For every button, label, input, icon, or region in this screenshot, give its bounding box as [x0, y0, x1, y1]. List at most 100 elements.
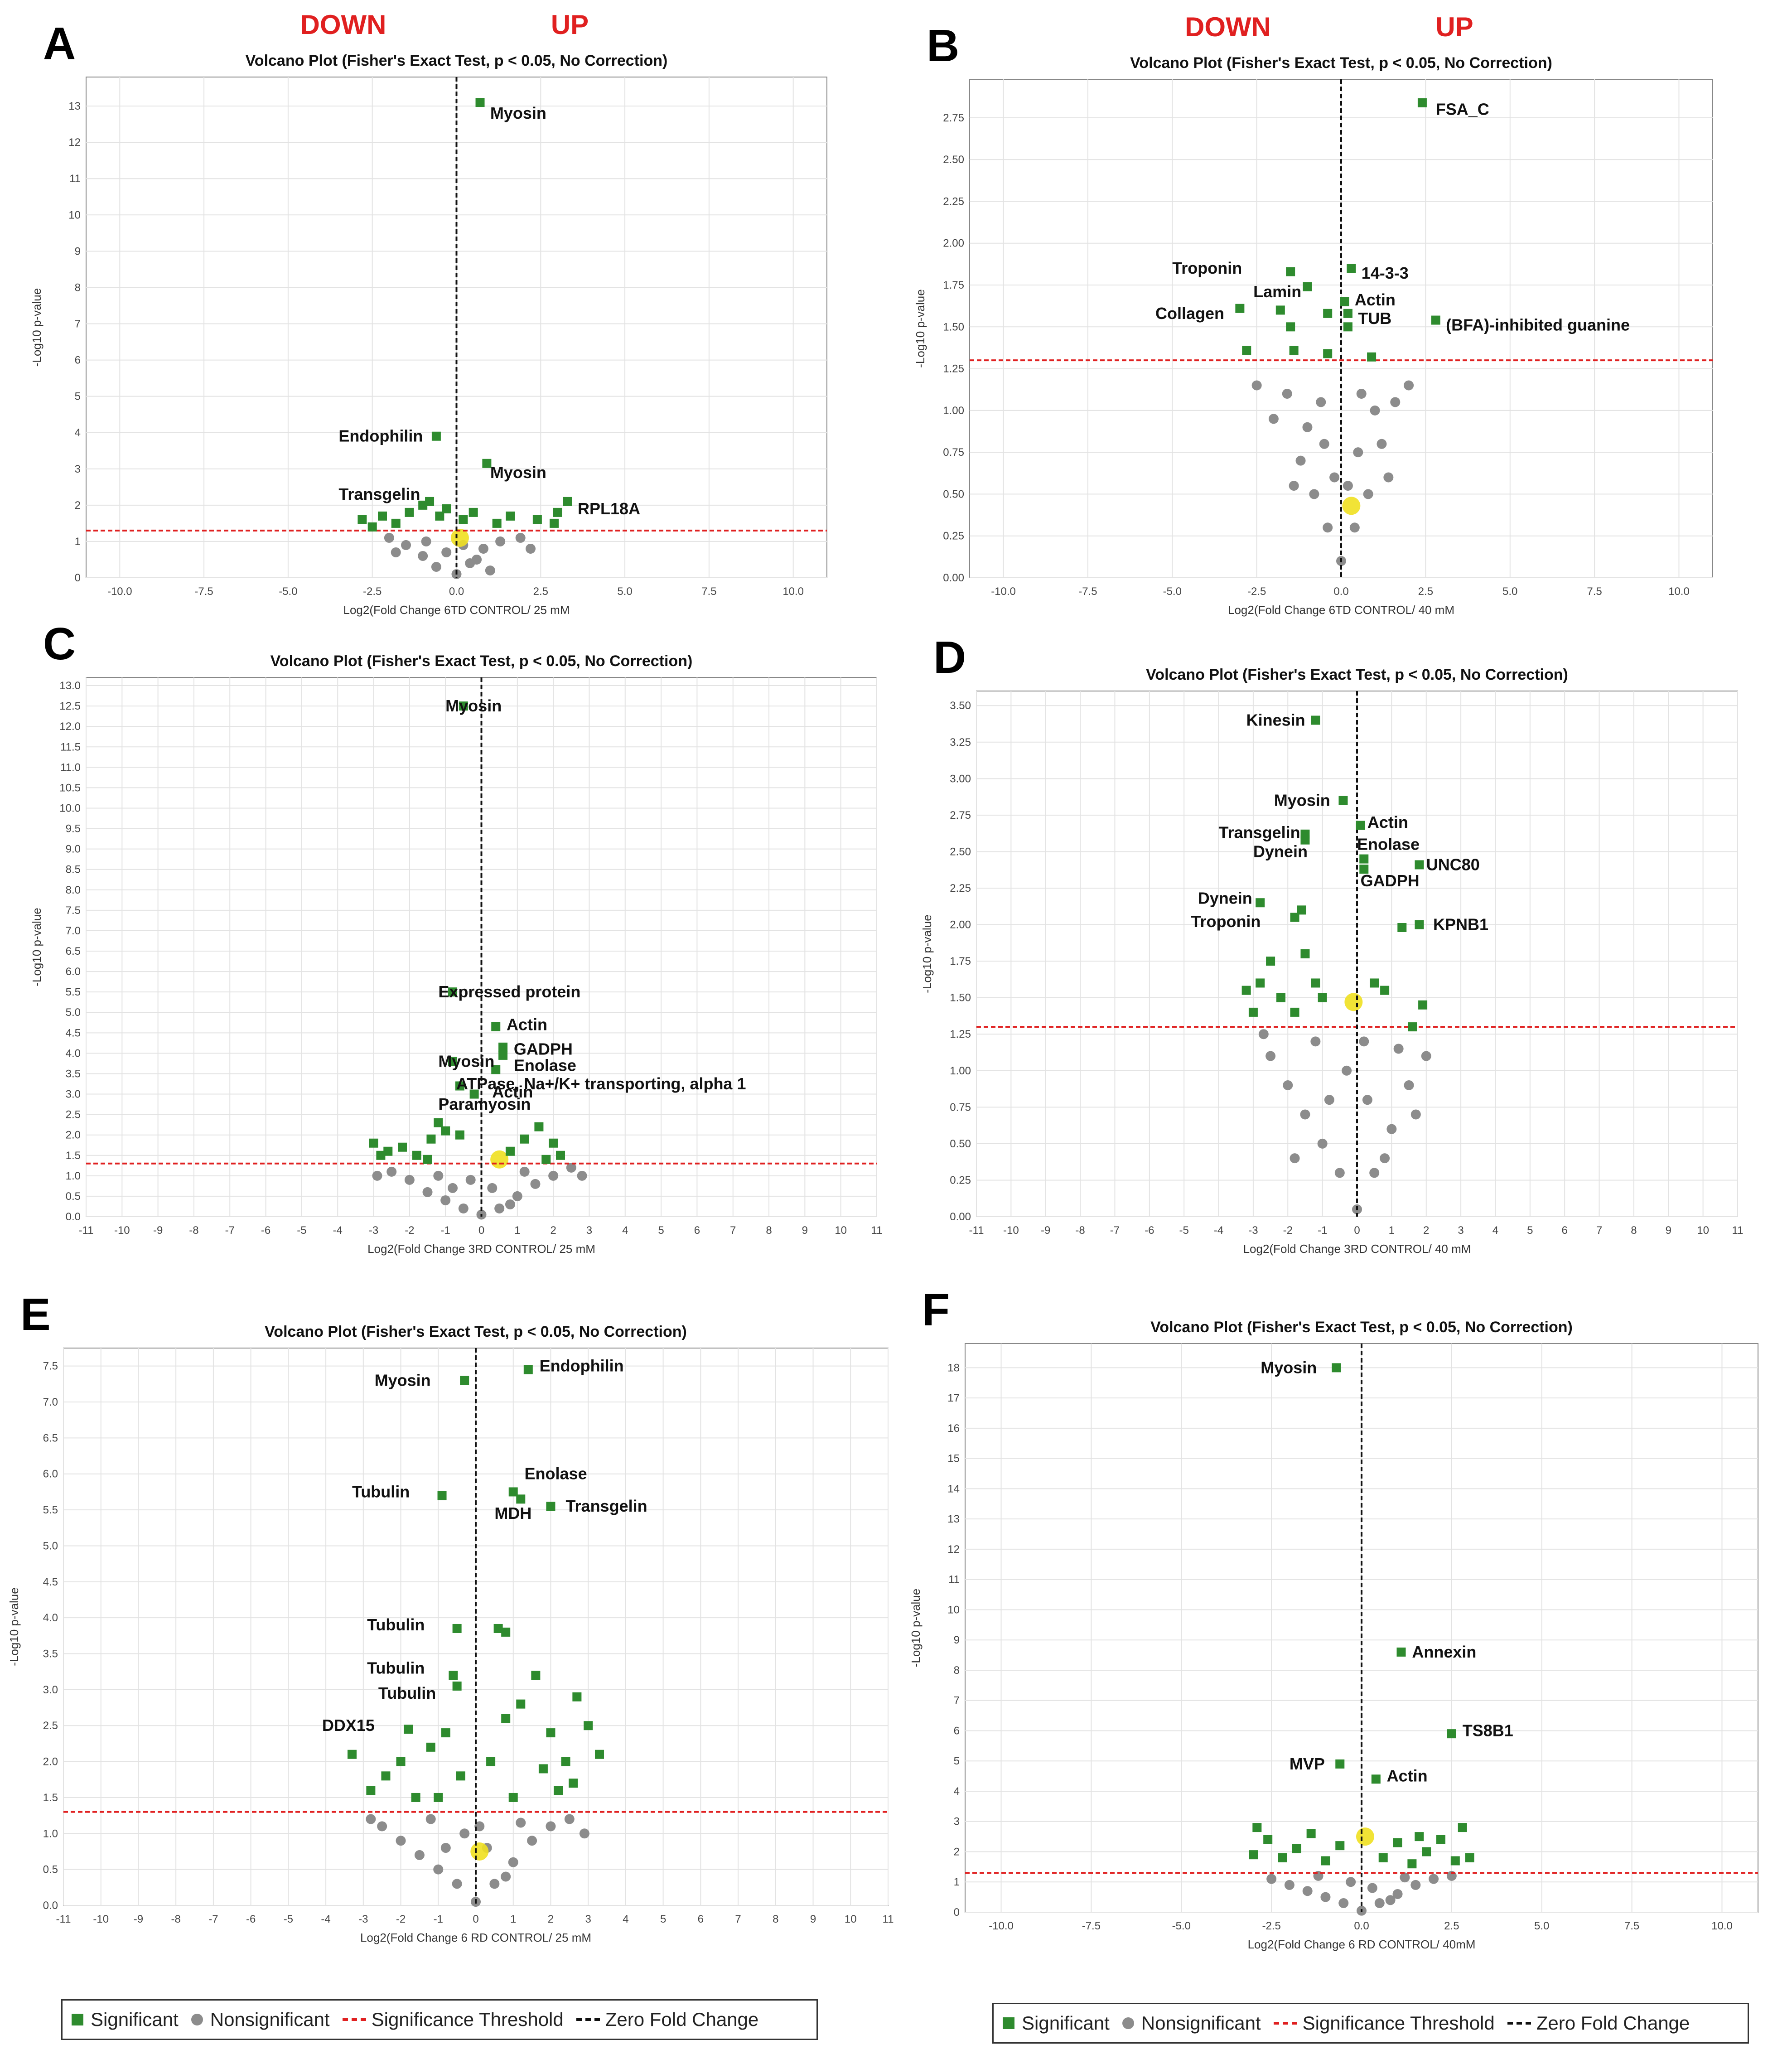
x-tick-label: -8 — [189, 1224, 198, 1237]
protein-label: Dynein — [1253, 842, 1308, 860]
x-tick-label: -10 — [93, 1913, 109, 1925]
significant-point — [546, 1728, 555, 1738]
x-tick-label: -2 — [396, 1913, 406, 1925]
nonsignificant-point — [1268, 414, 1279, 424]
y-tick-label: 8 — [954, 1664, 960, 1677]
protein-label: Myosin — [445, 696, 502, 715]
x-tick-label: 0 — [473, 1913, 478, 1925]
significant-point — [1397, 923, 1407, 932]
nonsignificant-point — [1317, 1138, 1328, 1149]
x-tick-label: -5 — [1179, 1224, 1189, 1237]
y-tick-label: 10.0 — [59, 802, 81, 814]
x-tick-label: 4 — [1493, 1224, 1498, 1237]
x-tick-label: -5.0 — [1163, 585, 1182, 598]
protein-label: TS8B1 — [1463, 1721, 1513, 1740]
x-tick-label: 1 — [1389, 1224, 1395, 1237]
significant-point — [1415, 860, 1424, 870]
significant-point — [1276, 993, 1285, 1002]
protein-label: RPL18A — [578, 499, 640, 518]
nonsignificant-point — [474, 1821, 485, 1832]
x-tick-label: 0 — [478, 1224, 484, 1237]
y-tick-label: 0.5 — [66, 1190, 81, 1203]
y-tick-label: 1.0 — [43, 1827, 58, 1840]
significant-point — [469, 1089, 479, 1099]
x-tick-label: 11 — [883, 1913, 894, 1925]
protein-label: Annexin — [1412, 1643, 1476, 1661]
nonsignificant-point — [505, 1199, 515, 1209]
protein-label: Tubulin — [352, 1482, 410, 1501]
x-tick-label: -10.0 — [989, 1920, 1014, 1932]
y-tick-label: 9.5 — [66, 823, 81, 835]
significant-point — [398, 1142, 407, 1152]
y-tick-label: 13 — [68, 100, 81, 112]
y-tick-label: 1.5 — [43, 1792, 58, 1804]
x-axis-label: Log2(Fold Change 6TD CONTROL/ 25 mM — [343, 603, 570, 617]
x-tick-label: -2 — [1283, 1224, 1293, 1237]
significant-point — [1407, 1859, 1417, 1869]
x-axis-label: Log2(Fold Change 6 RD CONTROL/ 25 mM — [360, 1931, 591, 1944]
volcano-panel-e: E Volcano Plot (Fisher's Exact Test, p < … — [7, 1289, 894, 1944]
y-tick-label: 11.0 — [60, 761, 81, 773]
significant-point — [1278, 1853, 1287, 1862]
x-tick-label: -7.5 — [194, 585, 213, 598]
significant-point — [455, 1130, 464, 1140]
x-tick-label: 1 — [514, 1224, 520, 1237]
panel-letter: A — [43, 18, 76, 69]
significant-point — [475, 98, 485, 107]
y-tick-label: 7 — [75, 318, 81, 330]
nonsignificant-point — [1404, 1080, 1414, 1090]
y-tick-label: 11 — [948, 1574, 960, 1586]
x-tick-label: 8 — [1631, 1224, 1637, 1237]
nonsignificant-point — [1377, 439, 1387, 449]
significant-point — [1323, 349, 1333, 358]
nonsignificant-point — [1300, 1109, 1310, 1120]
x-tick-label: 3 — [586, 1224, 592, 1237]
nonsignificant-point — [1410, 1880, 1421, 1890]
significant-point — [492, 518, 502, 528]
nonsignificant-point — [530, 1179, 541, 1189]
x-tick-label: 9 — [1666, 1224, 1671, 1237]
nonsignificant-point — [433, 1864, 444, 1875]
y-tick-label: 8.5 — [66, 864, 81, 876]
significant-point — [441, 1728, 450, 1738]
significant-point — [549, 1138, 558, 1148]
significant-point — [572, 1692, 582, 1701]
y-tick-label: 17 — [947, 1392, 960, 1404]
y-tick-label: 6 — [954, 1725, 960, 1737]
threshold-swatch — [1273, 2022, 1297, 2025]
y-tick-label: 6.5 — [43, 1432, 58, 1444]
x-tick-label: 10 — [835, 1224, 847, 1237]
nonsignificant-point — [1290, 1153, 1300, 1164]
nonsignificant-point — [391, 547, 401, 557]
y-tick-label: 1 — [954, 1876, 960, 1888]
y-tick-label: 3.0 — [66, 1088, 81, 1101]
nonsignificant-point — [431, 561, 441, 572]
protein-label: Paramyosin — [438, 1095, 531, 1113]
x-tick-label: -5.0 — [1172, 1920, 1191, 1932]
zero-swatch — [1507, 2022, 1531, 2025]
significant-point — [1306, 1829, 1316, 1838]
x-tick-label: 11 — [1732, 1224, 1744, 1237]
highlight-point — [450, 528, 469, 547]
y-tick-label: 4.0 — [66, 1047, 81, 1059]
nonsignificant-point — [384, 532, 394, 543]
y-tick-label: 2.50 — [943, 154, 964, 166]
x-tick-label: -5.0 — [279, 585, 297, 598]
x-tick-label: -6 — [261, 1224, 270, 1237]
x-tick-label: 6 — [694, 1224, 700, 1237]
x-tick-label: -9 — [1041, 1224, 1050, 1237]
significant-point — [405, 508, 414, 517]
protein-label: Actin — [1355, 290, 1396, 309]
significant-point — [595, 1750, 604, 1759]
nonsignificant-point — [566, 1162, 576, 1173]
significant-point — [426, 1134, 436, 1144]
nonsignificant-point — [441, 547, 452, 557]
direction-up-label: UP — [551, 10, 589, 40]
threshold-swatch — [342, 2018, 366, 2021]
protein-label: Actin — [1367, 813, 1408, 831]
nonsignificant-point — [516, 1817, 526, 1828]
nonsignificant-point — [1266, 1874, 1277, 1884]
x-tick-label: -7 — [208, 1913, 218, 1925]
protein-label: MDH — [494, 1504, 531, 1523]
x-tick-label: 10.0 — [1668, 585, 1690, 598]
